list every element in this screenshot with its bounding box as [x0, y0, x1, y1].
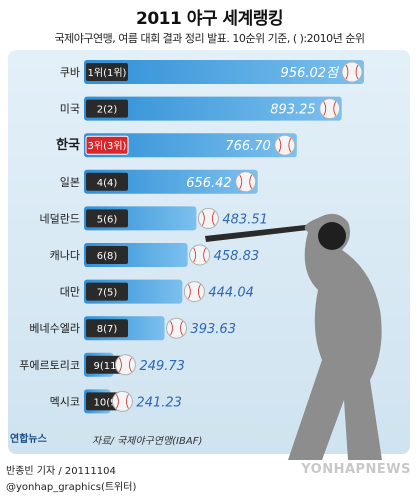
value-label: 458.83	[214, 249, 260, 264]
rank-label: 7(5)	[97, 288, 118, 299]
baseball-seam	[197, 284, 201, 299]
rank-label: 6(8)	[97, 251, 118, 262]
category-label: 네덜란드	[40, 212, 80, 225]
rank-label: 2(2)	[97, 105, 118, 116]
rank-badge	[86, 99, 128, 118]
category-label: 베네수엘라	[29, 322, 80, 335]
baseball-seam	[345, 64, 349, 80]
baseball-seam	[129, 357, 132, 372]
social-handle: @yonhap_graphics(트위터)	[6, 482, 137, 493]
baseball-seam	[288, 138, 292, 153]
rank-label: 10(9)	[94, 397, 121, 408]
baseball-seam	[355, 64, 359, 80]
baseball-seam	[180, 321, 183, 336]
baseball-seam	[202, 211, 205, 226]
watermark: YONHAPNEWS	[301, 462, 411, 477]
rank-badge	[86, 319, 128, 338]
baseball-icon	[235, 171, 257, 193]
bat-illustration	[205, 222, 333, 242]
helmet-icon	[318, 222, 346, 250]
baseball-seam	[193, 247, 197, 263]
baseball-seam	[203, 247, 206, 263]
rank-label: 4(4)	[97, 178, 118, 189]
baseball-icon	[183, 281, 205, 303]
baseball-seam	[170, 321, 173, 336]
bar	[84, 133, 297, 158]
baseball-seam	[119, 357, 122, 372]
source-note: 자료/ 국제야구연맹(IBAF)	[92, 436, 203, 447]
baseball-icon	[111, 390, 133, 412]
value-label: 956.02점	[281, 66, 340, 81]
category-label: 미국	[60, 103, 80, 116]
rank-label: 5(6)	[97, 214, 118, 225]
rank-badge	[86, 246, 128, 264]
yonhap-logo: 연합뉴스	[10, 434, 47, 445]
rank-badge	[85, 135, 129, 155]
rank-label: 9(11)	[94, 361, 121, 372]
value-label: 249.73	[139, 359, 185, 374]
baseball-icon	[114, 354, 136, 376]
rank-badge	[86, 282, 128, 301]
baseball-seam	[188, 284, 191, 299]
value-label: 241.23	[136, 395, 182, 410]
rank-label: 1위(1위)	[88, 66, 127, 79]
value-label: 393.63	[190, 322, 236, 337]
value-label: 656.42	[186, 176, 232, 191]
baseball-seam	[278, 138, 282, 153]
baseball-seam	[239, 174, 243, 189]
category-label: 한국	[56, 137, 80, 153]
byline: 반종빈 기자 / 20111104	[6, 466, 116, 477]
baseball-seam	[249, 174, 253, 189]
bar	[84, 60, 364, 84]
rank-label: 3위(3위)	[88, 139, 127, 152]
batter-illustration	[288, 213, 382, 460]
baseball-icon	[274, 134, 296, 156]
baseball-seam	[323, 101, 327, 116]
baseball-icon	[341, 61, 363, 83]
category-label: 멕시코	[50, 395, 80, 408]
category-label: 푸에르토리코	[19, 359, 80, 372]
baseball-seam	[116, 394, 119, 409]
chart-subtitle: 국제야구연맹, 여름 대회 결과 정리 발표. 10순위 기준, ( ):201…	[54, 32, 366, 45]
bar	[84, 96, 342, 121]
baseball-seam	[333, 101, 337, 116]
chart-title: 2011 야구 세계랭킹	[136, 9, 284, 29]
value-label: 766.70	[225, 139, 271, 154]
category-label: 일본	[60, 175, 80, 189]
rank-badge	[86, 63, 128, 81]
baseball-icon	[319, 98, 341, 120]
value-label: 483.51	[222, 212, 268, 227]
category-label: 대만	[60, 286, 80, 299]
category-label: 쿠바	[60, 66, 80, 79]
baseball-icon	[189, 244, 211, 266]
rank-badge	[86, 209, 128, 228]
rank-label: 8(7)	[97, 324, 118, 335]
rank-badge	[86, 172, 128, 191]
footer: 반종빈 기자 / 20111104 @yonhap_graphics(트위터)	[0, 458, 419, 497]
value-label: 893.25	[270, 103, 316, 118]
baseball-seam	[211, 211, 215, 226]
category-label: 캐나다	[50, 249, 80, 262]
value-label: 444.04	[208, 286, 254, 301]
baseball-icon	[197, 207, 219, 229]
baseball-icon	[165, 317, 187, 339]
baseball-seam	[126, 394, 129, 409]
